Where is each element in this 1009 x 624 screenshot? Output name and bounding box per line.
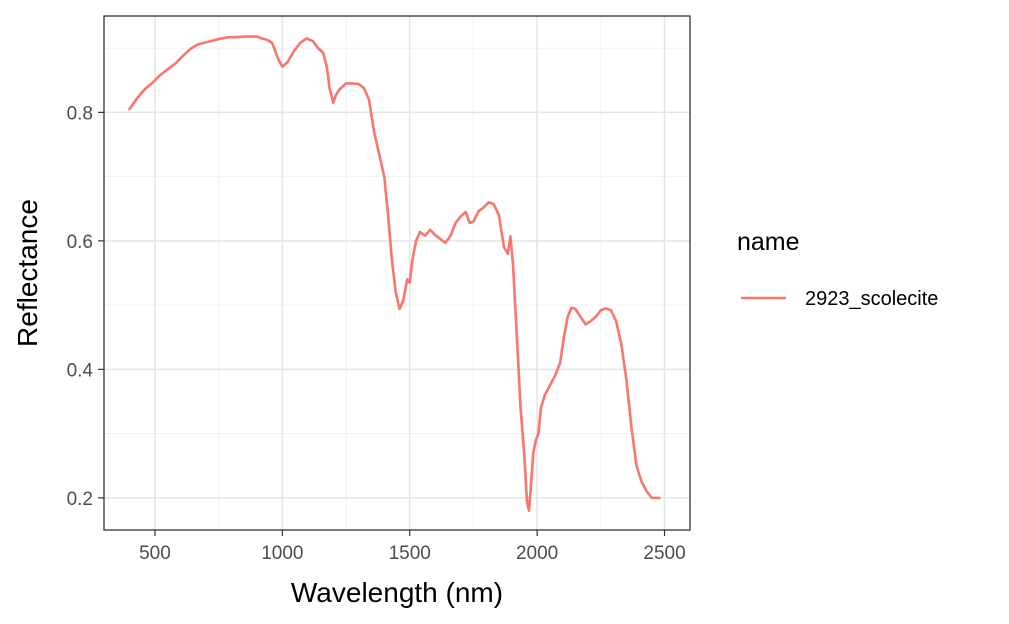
series-layer	[128, 35, 661, 513]
y-tick-label: 0.8	[67, 103, 93, 124]
y-tick-label: 0.2	[67, 489, 93, 510]
x-axis: 500 1000 1500 2000 2500	[139, 530, 686, 564]
y-axis-title: Reflectance	[12, 199, 43, 347]
x-axis-title: Wavelength (nm)	[291, 577, 503, 608]
x-tick-label: 500	[139, 543, 171, 564]
legend-title: name	[737, 228, 800, 256]
y-axis: 0.2 0.4 0.6 0.8	[67, 103, 104, 510]
panel-background	[104, 16, 690, 530]
legend: name 2923_scolecite	[737, 228, 938, 310]
y-tick-label: 0.6	[67, 232, 93, 253]
x-tick-label: 2000	[516, 543, 558, 564]
series-line-2923-scolecite	[128, 35, 661, 513]
panel-border	[103, 15, 691, 531]
x-tick-label: 1500	[389, 543, 431, 564]
y-tick-label: 0.4	[67, 360, 94, 381]
x-tick-label: 2500	[643, 543, 685, 564]
x-tick-label: 1000	[261, 543, 303, 564]
minor-gridlines	[104, 16, 690, 530]
plot-panel	[103, 15, 691, 531]
legend-label-2923-scolecite: 2923_scolecite	[805, 288, 938, 310]
